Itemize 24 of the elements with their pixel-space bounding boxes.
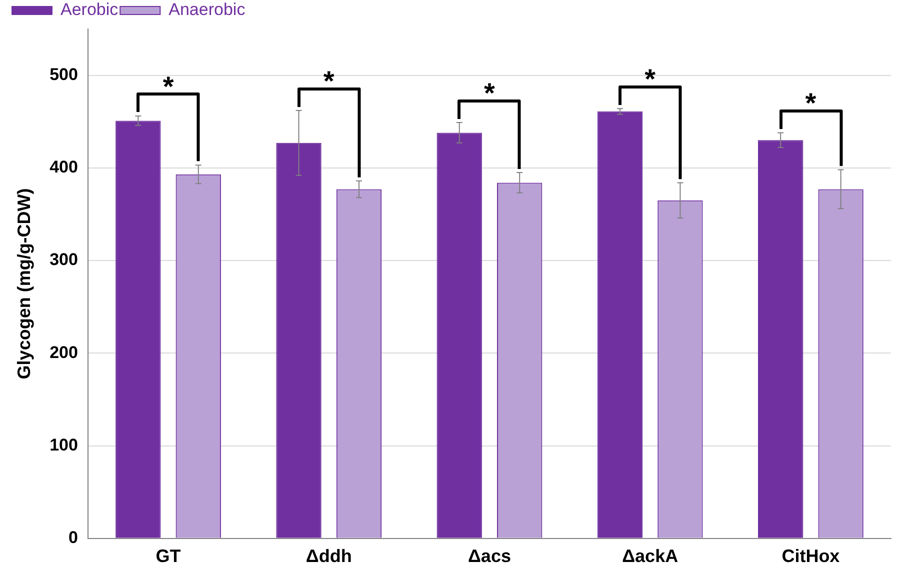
annotation: * bbox=[644, 64, 656, 95]
y-tick-label: 500 bbox=[50, 64, 78, 84]
annotation: * bbox=[805, 88, 816, 119]
x-tick-label: CitHox bbox=[782, 546, 840, 566]
bar bbox=[758, 140, 804, 538]
x-tick-label: ΔackA bbox=[622, 546, 678, 566]
x-tick-label: GT bbox=[156, 546, 181, 566]
legend-label: Aerobic bbox=[60, 0, 119, 20]
y-tick-label: 400 bbox=[50, 158, 78, 177]
x-tick-label: Δddh bbox=[306, 546, 352, 566]
x-tick-label: Δacs bbox=[468, 546, 511, 566]
bar bbox=[436, 132, 482, 538]
bar bbox=[276, 142, 322, 538]
y-tick-label: 100 bbox=[50, 435, 78, 454]
y-axis-title: Glycogen (mg/g-CDW) bbox=[14, 188, 34, 380]
y-tick-label: 200 bbox=[50, 342, 78, 362]
annotation: * bbox=[484, 78, 496, 109]
bar bbox=[597, 111, 643, 538]
bar bbox=[116, 120, 161, 538]
y-tick-label: 0 bbox=[68, 528, 78, 548]
annotation: * bbox=[162, 71, 174, 102]
annotation: * bbox=[323, 66, 334, 97]
legend-label: Anaerobic bbox=[168, 0, 246, 20]
y-tick-label: 300 bbox=[50, 250, 78, 270]
